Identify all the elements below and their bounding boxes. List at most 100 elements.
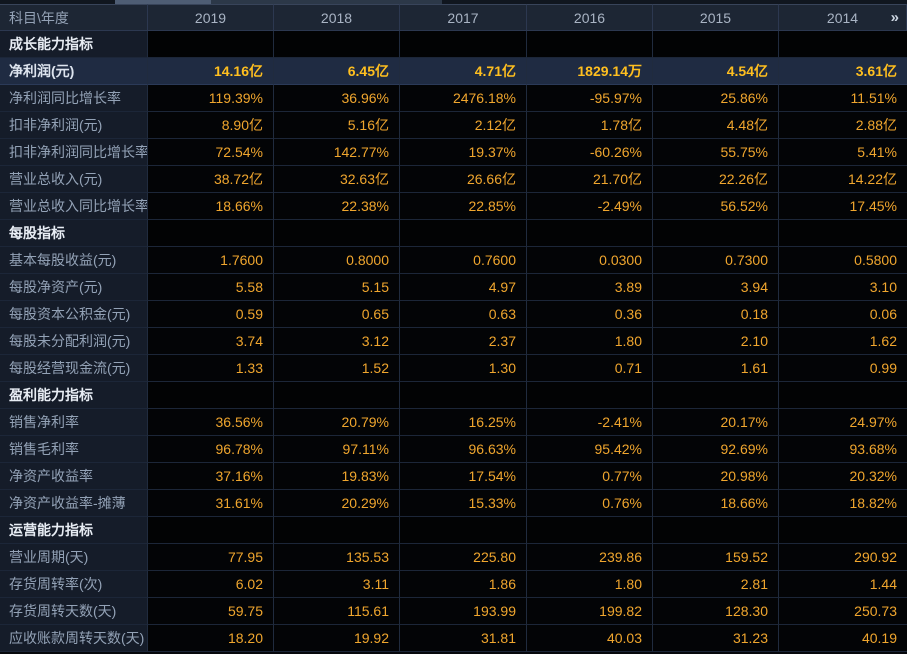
empty-cell	[527, 220, 653, 247]
metric-value: 22.85%	[400, 193, 527, 220]
metric-value: 15.33%	[400, 490, 527, 517]
metric-value: 92.69%	[653, 436, 779, 463]
metric-row-selected[interactable]: 净利润(元) 14.16亿 6.45亿 4.71亿 1829.14万 4.54亿 3.61亿	[0, 58, 907, 85]
section-header-row: 运营能力指标	[0, 517, 907, 544]
metric-value: 5.58	[148, 274, 274, 301]
metric-row[interactable]: 营业周期(天) 77.95 135.53 225.80 239.86 159.52 290.…	[0, 544, 907, 571]
more-years-button[interactable]: »	[890, 9, 899, 26]
metric-row[interactable]: 净资产收益率-摊薄 31.61% 20.29% 15.33% 0.76% 18.66% 18…	[0, 490, 907, 517]
metric-label: 净利润(元)	[0, 58, 148, 85]
metric-value: 135.53	[274, 544, 400, 571]
year-column-header: 2016	[527, 4, 653, 31]
table-header-row: 科目\年度 2019 2018 2017 2016 2015 2014 »	[0, 4, 907, 31]
metric-value: 3.10	[779, 274, 907, 301]
metric-value: -2.41%	[527, 409, 653, 436]
metric-value: 2.37	[400, 328, 527, 355]
metric-value: 93.68%	[779, 436, 907, 463]
empty-cell	[148, 220, 274, 247]
metric-value: 0.71	[527, 355, 653, 382]
metric-row[interactable]: 每股净资产(元) 5.58 5.15 4.97 3.89 3.94 3.10	[0, 274, 907, 301]
metric-value: 19.92	[274, 625, 400, 652]
metric-value: 77.95	[148, 544, 274, 571]
metric-value: 1.86	[400, 571, 527, 598]
section-header-row: 每股指标	[0, 220, 907, 247]
metric-row[interactable]: 净资产收益率 37.16% 19.83% 17.54% 0.77% 20.98% 20.32…	[0, 463, 907, 490]
metric-row[interactable]: 销售净利率 36.56% 20.79% 16.25% -2.41% 20.17% 24.97…	[0, 409, 907, 436]
year-label: 2014	[826, 10, 859, 26]
header-metric-column-label: 科目\年度	[0, 4, 148, 31]
metric-row[interactable]: 存货周转天数(天) 59.75 115.61 193.99 199.82 128.30 25…	[0, 598, 907, 625]
year-label: 2016	[573, 10, 606, 26]
metric-value: 193.99	[400, 598, 527, 625]
metric-value: 3.12	[274, 328, 400, 355]
metric-value: 0.8000	[274, 247, 400, 274]
metric-value: -60.26%	[527, 139, 653, 166]
empty-cell	[274, 382, 400, 409]
metric-value: 8.90亿	[148, 112, 274, 139]
metric-value: 3.89	[527, 274, 653, 301]
empty-cell	[527, 382, 653, 409]
metric-row[interactable]: 营业总收入同比增长率 18.66% 22.38% 22.85% -2.49% 56.52%…	[0, 193, 907, 220]
metric-label: 应收账款周转天数(天)	[0, 625, 148, 652]
metric-label: 扣非净利润(元)	[0, 112, 148, 139]
metric-value: 25.86%	[653, 85, 779, 112]
metric-value: 56.52%	[653, 193, 779, 220]
metric-row[interactable]: 每股未分配利润(元) 3.74 3.12 2.37 1.80 2.10 1.62	[0, 328, 907, 355]
year-label: 2018	[320, 10, 353, 26]
metric-value: 0.0300	[527, 247, 653, 274]
metric-value: 22.26亿	[653, 166, 779, 193]
empty-cell	[148, 517, 274, 544]
metric-value: 22.38%	[274, 193, 400, 220]
empty-cell	[653, 382, 779, 409]
metric-value: 21.70亿	[527, 166, 653, 193]
section-title: 每股指标	[0, 220, 148, 247]
metric-row[interactable]: 销售毛利率 96.78% 97.11% 96.63% 95.42% 92.69% 93.68…	[0, 436, 907, 463]
metric-value: -95.97%	[527, 85, 653, 112]
metric-label: 净资产收益率-摊薄	[0, 490, 148, 517]
metric-value: 119.39%	[148, 85, 274, 112]
scrollbar-thumb[interactable]	[115, 0, 211, 4]
metric-value: 2.12亿	[400, 112, 527, 139]
metric-value: 37.16%	[148, 463, 274, 490]
metric-label: 营业周期(天)	[0, 544, 148, 571]
metric-label: 每股资本公积金(元)	[0, 301, 148, 328]
metric-row[interactable]: 扣非净利润(元) 8.90亿 5.16亿 2.12亿 1.78亿 4.48亿 2.88亿	[0, 112, 907, 139]
section-header-row: 盈利能力指标	[0, 382, 907, 409]
metric-value: 3.61亿	[779, 58, 907, 85]
metric-row[interactable]: 净利润同比增长率 119.39% 36.96% 2476.18% -95.97% 25.8…	[0, 85, 907, 112]
metric-label: 净资产收益率	[0, 463, 148, 490]
metric-value: 18.82%	[779, 490, 907, 517]
metric-row[interactable]: 存货周转率(次) 6.02 3.11 1.86 1.80 2.81 1.44	[0, 571, 907, 598]
section-header-row: 成长能力指标	[0, 31, 907, 58]
metric-label: 基本每股收益(元)	[0, 247, 148, 274]
metric-value: 59.75	[148, 598, 274, 625]
metric-value: 4.71亿	[400, 58, 527, 85]
metric-label: 营业总收入(元)	[0, 166, 148, 193]
metric-label: 销售毛利率	[0, 436, 148, 463]
metric-value: 20.32%	[779, 463, 907, 490]
metric-label: 销售净利率	[0, 409, 148, 436]
metric-value: 38.72亿	[148, 166, 274, 193]
horizontal-scrollbar	[0, 0, 907, 4]
metric-row[interactable]: 营业总收入(元) 38.72亿 32.63亿 26.66亿 21.70亿 22.26亿 14…	[0, 166, 907, 193]
metric-value: 2.88亿	[779, 112, 907, 139]
metric-row[interactable]: 每股经营现金流(元) 1.33 1.52 1.30 0.71 1.61 0.99	[0, 355, 907, 382]
empty-cell	[527, 517, 653, 544]
empty-cell	[779, 220, 907, 247]
metric-value: 0.76%	[527, 490, 653, 517]
metric-value: 95.42%	[527, 436, 653, 463]
metric-value: 14.16亿	[148, 58, 274, 85]
metric-label: 营业总收入同比增长率	[0, 193, 148, 220]
metric-label: 扣非净利润同比增长率	[0, 139, 148, 166]
metric-value: 1.30	[400, 355, 527, 382]
empty-cell	[148, 31, 274, 58]
metric-row[interactable]: 基本每股收益(元) 1.7600 0.8000 0.7600 0.0300 0.7300 0…	[0, 247, 907, 274]
metric-row[interactable]: 应收账款周转天数(天) 18.20 19.92 31.81 40.03 31.23 40.1…	[0, 625, 907, 652]
empty-cell	[653, 220, 779, 247]
metric-value: 250.73	[779, 598, 907, 625]
metric-row[interactable]: 每股资本公积金(元) 0.59 0.65 0.63 0.36 0.18 0.06	[0, 301, 907, 328]
metric-row[interactable]: 扣非净利润同比增长率 72.54% 142.77% 19.37% -60.26% 55.7…	[0, 139, 907, 166]
metric-value: 3.94	[653, 274, 779, 301]
empty-cell	[274, 517, 400, 544]
section-title: 盈利能力指标	[0, 382, 148, 409]
